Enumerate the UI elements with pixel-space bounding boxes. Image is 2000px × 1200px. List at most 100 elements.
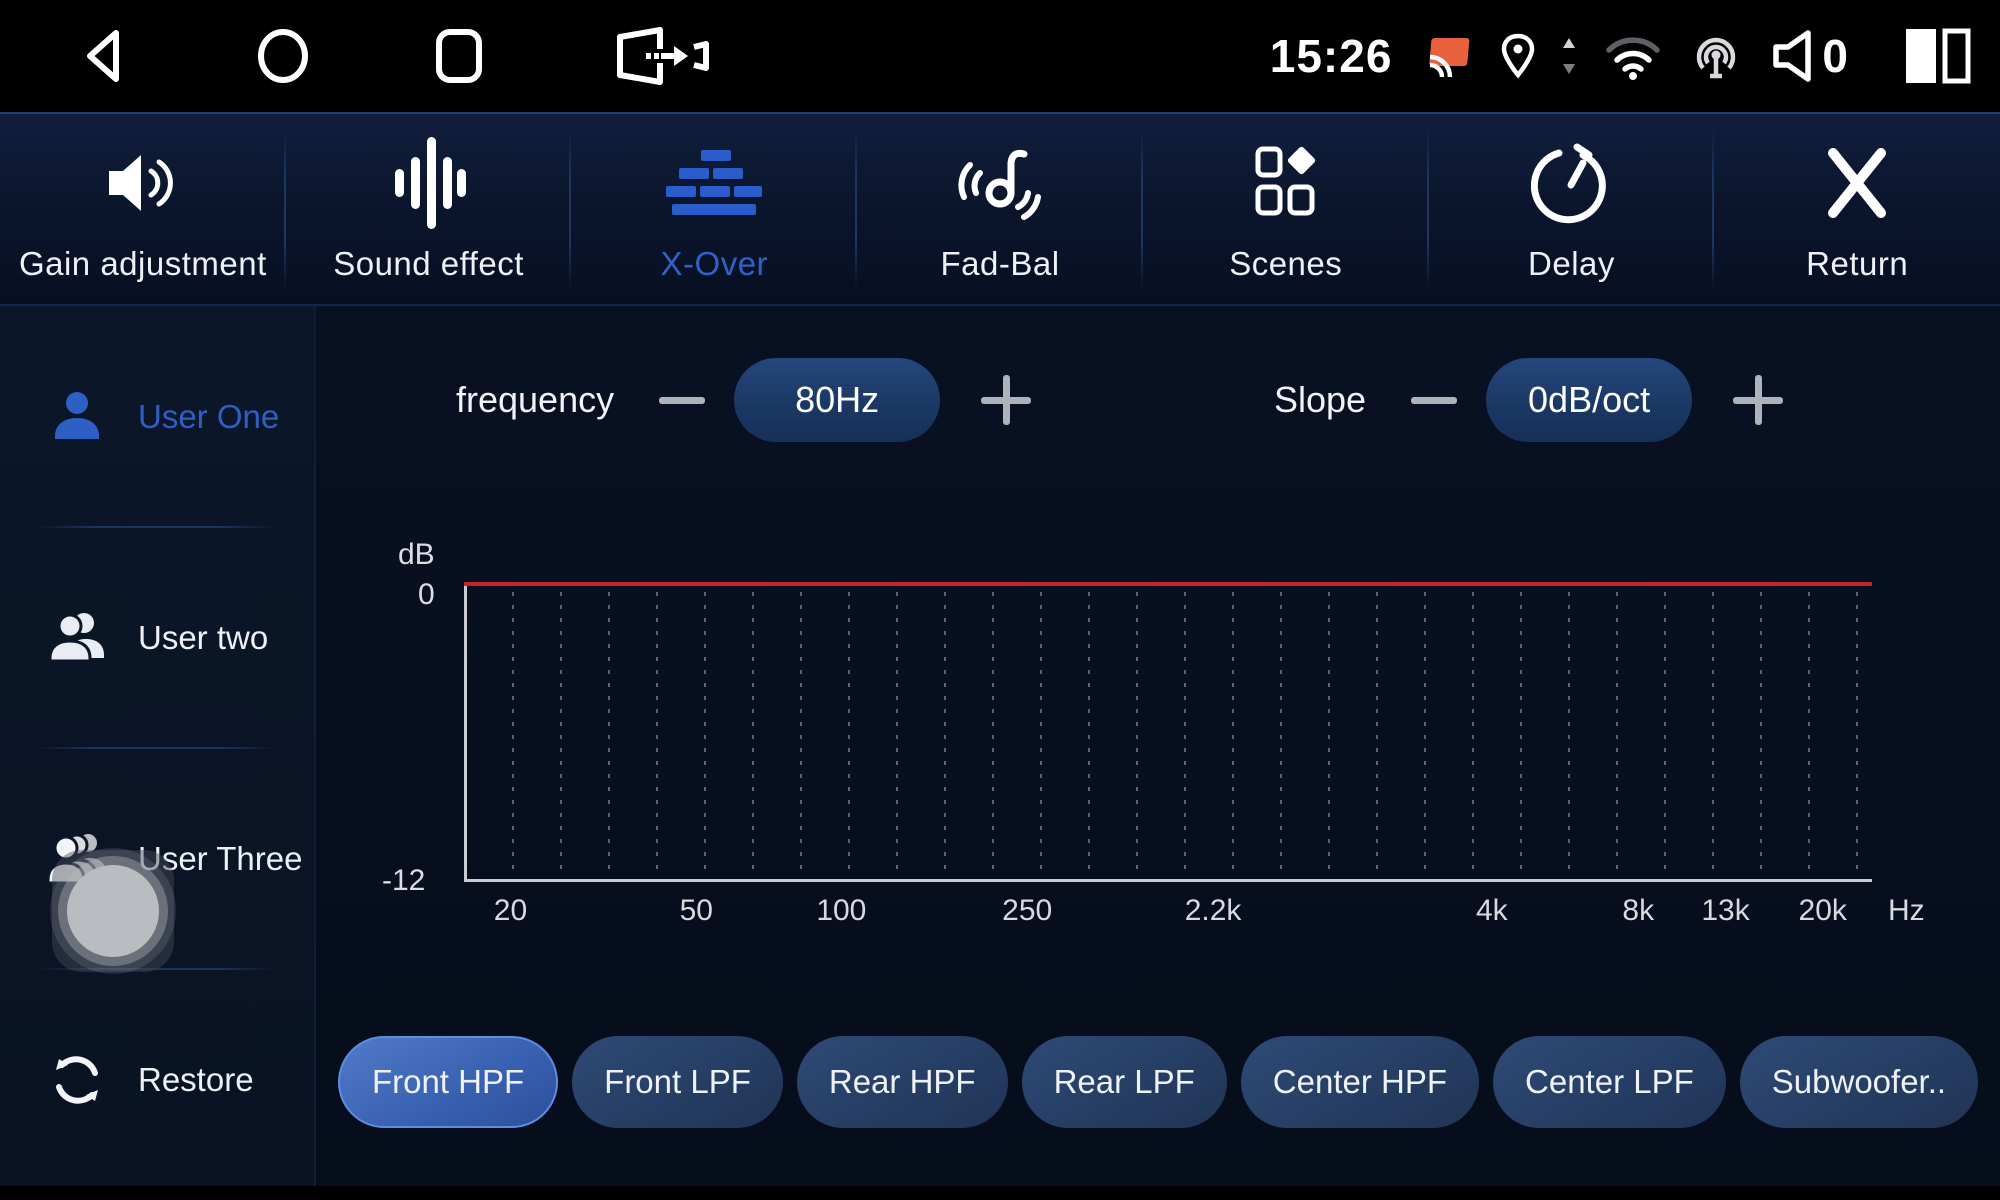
sidebar-item-user-two[interactable]: User two — [0, 528, 314, 747]
chart-gridline — [1568, 592, 1570, 875]
sidebar-item-user-three[interactable]: User Three — [0, 749, 314, 968]
filter-front-hpf[interactable]: Front HPF — [337, 1036, 559, 1128]
wifi-icon — [1602, 32, 1664, 80]
plus-icon — [1733, 375, 1784, 425]
music-note-waves-icon — [954, 135, 1046, 231]
channel-filter-row: Front HPF Front LPF Rear HPF Rear LPF Ce… — [316, 1036, 2000, 1128]
tab-sound-effect[interactable]: Sound effect — [286, 114, 572, 304]
response-curve-0db — [464, 582, 1872, 586]
exit-app-icon[interactable] — [606, 25, 710, 87]
sidebar-divider — [36, 747, 278, 749]
sidebar-item-label: User One — [138, 397, 280, 435]
chart-gridline — [752, 592, 754, 875]
frequency-control: frequency 80Hz — [456, 358, 1048, 442]
frequency-minus-button[interactable] — [640, 358, 724, 442]
chart-gridline — [1664, 592, 1666, 875]
x-tick-label: 50 — [679, 894, 713, 927]
chart-gridline — [704, 592, 706, 875]
chart-gridline — [1472, 592, 1474, 875]
slope-label: Slope — [1274, 379, 1367, 420]
chart-plot[interactable] — [464, 582, 1872, 882]
android-nav-buttons — [0, 25, 710, 87]
frequency-plus-button[interactable] — [964, 358, 1048, 442]
chart-gridline — [1088, 592, 1090, 875]
user-preset-sidebar: User One User two — [0, 306, 316, 1186]
user-single-icon — [46, 386, 108, 448]
y-tick-0db: 0 — [418, 578, 435, 611]
touch-indicator-dot — [67, 865, 159, 957]
filter-rear-lpf[interactable]: Rear LPF — [1021, 1036, 1227, 1128]
recents-icon[interactable] — [430, 27, 488, 85]
equalizer-blocks-icon — [664, 135, 764, 231]
chart-gridline — [1184, 592, 1186, 875]
clock: 15:26 — [1269, 30, 1393, 82]
speaker-icon — [101, 135, 185, 231]
x-tick-label: 4k — [1475, 894, 1508, 927]
volume-icon[interactable]: 0 — [1768, 27, 1848, 85]
chart-gridline — [512, 592, 514, 875]
x-tick-label: 13k — [1701, 894, 1750, 927]
user-double-icon — [46, 607, 108, 669]
x-axis-ticks: 20 50 100 250 2.2k 4k 8k 13k 20k — [464, 882, 1872, 928]
network-arrows-icon — [1562, 36, 1576, 76]
x-axis-unit: Hz — [1888, 894, 1925, 927]
tab-gain-adjustment[interactable]: Gain adjustment — [0, 114, 286, 304]
tab-label: Scenes — [1229, 245, 1343, 282]
sidebar-item-label: Restore — [138, 1060, 254, 1098]
tab-fad-bal[interactable]: Fad-Bal — [857, 114, 1143, 304]
tab-return[interactable]: Return — [1714, 114, 2000, 304]
x-tick-label: 250 — [1002, 894, 1053, 927]
touch-indicator — [52, 850, 174, 972]
tab-label: Fad-Bal — [940, 245, 1060, 282]
sidebar-item-user-one[interactable]: User One — [0, 307, 314, 526]
x-over-panel: frequency 80Hz Slope 0dB/oct dB 0 -12 20… — [316, 306, 2000, 1186]
hotspot-icon — [1690, 30, 1742, 82]
user-triple-icon — [46, 828, 108, 890]
chart-gridline — [1856, 592, 1858, 875]
tab-label: X-Over — [660, 245, 769, 282]
chart-gridline — [1520, 592, 1522, 875]
chart-gridline — [800, 592, 802, 875]
restore-sync-icon — [46, 1049, 108, 1111]
filter-rear-hpf[interactable]: Rear HPF — [796, 1036, 1008, 1128]
tab-label: Sound effect — [333, 245, 524, 282]
filter-center-lpf[interactable]: Center LPF — [1493, 1036, 1726, 1128]
x-tick-label: 100 — [816, 894, 867, 927]
filter-subwoofer[interactable]: Subwoofer.. — [1739, 1036, 1979, 1128]
chart-gridline — [656, 592, 658, 875]
chart-gridline — [1616, 592, 1618, 875]
split-screen-icon[interactable] — [1902, 27, 1974, 85]
y-axis-unit: dB — [398, 538, 435, 571]
slope-value: 0dB/oct — [1486, 358, 1693, 442]
tab-x-over[interactable]: X-Over — [571, 114, 857, 304]
chart-gridline — [1232, 592, 1234, 875]
chart-gridline — [1328, 592, 1330, 875]
function-tab-bar: Gain adjustment Sound effect — [0, 112, 2000, 306]
back-icon[interactable] — [78, 27, 136, 85]
slope-plus-button[interactable] — [1716, 358, 1800, 442]
plus-icon — [981, 375, 1032, 425]
chart-gridline — [1136, 592, 1138, 875]
tab-delay[interactable]: Delay — [1429, 114, 1715, 304]
chart-gridline — [1040, 592, 1042, 875]
chart-gridline — [1376, 592, 1378, 875]
sidebar-divider — [36, 968, 278, 970]
location-icon — [1500, 33, 1536, 79]
chart-gridline — [1280, 592, 1282, 875]
waveform-bars-icon — [391, 135, 467, 231]
frequency-label: frequency — [456, 379, 615, 420]
chart-gridline — [1760, 592, 1762, 875]
filter-center-hpf[interactable]: Center HPF — [1240, 1036, 1480, 1128]
chart-gridline — [608, 592, 610, 875]
home-icon[interactable] — [254, 27, 312, 85]
chart-gridline — [848, 592, 850, 875]
tab-scenes[interactable]: Scenes — [1143, 114, 1429, 304]
sidebar-item-restore[interactable]: Restore — [0, 970, 314, 1189]
slope-minus-button[interactable] — [1392, 358, 1476, 442]
volume-value: 0 — [1822, 30, 1848, 82]
status-icons: 15:26 — [1270, 0, 1974, 112]
minus-icon — [1411, 396, 1458, 404]
filter-front-lpf[interactable]: Front LPF — [572, 1036, 783, 1128]
sidebar-item-label: User two — [138, 618, 269, 656]
